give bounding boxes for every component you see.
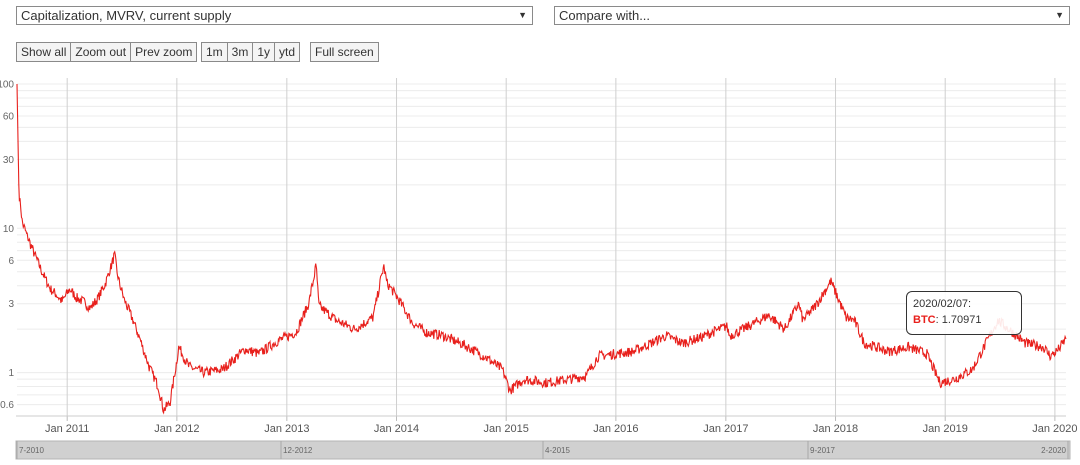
tooltip-separator: : bbox=[935, 314, 939, 326]
tooltip-series-name: BTC bbox=[913, 314, 936, 326]
tooltip-value: 1.70971 bbox=[941, 314, 982, 326]
series-line-btc bbox=[16, 83, 1067, 415]
y-axis-labels: 0.6 1 3 6 10 30 60 100 bbox=[0, 79, 14, 411]
range-button-group: 1m 3m 1y ytd bbox=[201, 42, 301, 62]
chevron-down-icon: ▼ bbox=[1055, 10, 1064, 20]
range-3m-button[interactable]: 3m bbox=[228, 43, 254, 61]
navigator-label: 12-2012 bbox=[283, 446, 313, 455]
navigator-label: 9-2017 bbox=[810, 446, 835, 455]
zoom-out-button[interactable]: Zoom out bbox=[71, 43, 132, 61]
navigator-label: 2-2020 bbox=[1041, 446, 1066, 455]
x-tick-label: Jan 2016 bbox=[593, 423, 638, 435]
x-tick-label: Jan 2018 bbox=[813, 423, 858, 435]
navigator-labels: 7-2010 12-2012 4-2015 9-2017 2-2020 bbox=[16, 441, 1069, 459]
compare-select-value: Compare with... bbox=[559, 8, 651, 23]
zoom-button-group: Show all Zoom out Prev zoom bbox=[16, 42, 198, 62]
range-1m-button[interactable]: 1m bbox=[202, 43, 228, 61]
prev-zoom-button[interactable]: Prev zoom bbox=[135, 45, 193, 59]
range-1y-button[interactable]: 1y bbox=[253, 43, 276, 61]
x-tick-label: Jan 2013 bbox=[264, 423, 309, 435]
metric-select-value: Capitalization, MVRV, current supply bbox=[21, 8, 232, 23]
x-axis-labels: Jan 2011 Jan 2012 Jan 2013 Jan 2014 Jan 2015… bbox=[45, 423, 1078, 435]
x-tick-label: Jan 2011 bbox=[45, 423, 89, 435]
compare-select[interactable]: Compare with... ▼ bbox=[554, 6, 1070, 25]
y-tick-label: 30 bbox=[3, 155, 15, 166]
show-all-button[interactable]: Show all bbox=[17, 43, 72, 61]
x-tick-label: Jan 2017 bbox=[703, 423, 748, 435]
range-ytd-button[interactable]: ytd bbox=[279, 45, 296, 59]
x-tick-label: Jan 2014 bbox=[374, 423, 419, 435]
metric-select[interactable]: Capitalization, MVRV, current supply ▼ bbox=[16, 6, 533, 25]
tooltip: 2020/02/07: BTC: 1.70971 bbox=[906, 291, 1022, 335]
y-tick-label: 1 bbox=[8, 368, 14, 379]
x-gridlines bbox=[66, 78, 1056, 421]
x-tick-label: Jan 2012 bbox=[154, 423, 199, 435]
y-gridlines bbox=[17, 83, 1066, 406]
y-tick-label: 100 bbox=[0, 79, 14, 90]
y-tick-label: 6 bbox=[8, 256, 14, 267]
tooltip-date: 2020/02/07: bbox=[913, 298, 972, 310]
navigator[interactable]: 7-2010 12-2012 4-2015 9-2017 2-2020 bbox=[15, 440, 1071, 460]
navigator-label: 4-2015 bbox=[545, 446, 570, 455]
y-tick-label: 10 bbox=[3, 224, 15, 235]
y-tick-label: 3 bbox=[8, 299, 14, 310]
full-screen-button[interactable]: Full screen bbox=[315, 45, 374, 59]
x-tick-label: Jan 2019 bbox=[923, 423, 968, 435]
navigator-label: 7-2010 bbox=[19, 446, 44, 455]
x-tick-label: Jan 2015 bbox=[484, 423, 529, 435]
fullscreen-button-group: Full screen bbox=[310, 42, 379, 62]
y-tick-label: 0.6 bbox=[0, 400, 14, 411]
y-tick-label: 60 bbox=[3, 111, 15, 122]
x-tick-label: Jan 2020 bbox=[1032, 423, 1077, 435]
tooltip-value-row: BTC: 1.70971 bbox=[913, 312, 1015, 328]
chevron-down-icon: ▼ bbox=[518, 10, 527, 20]
